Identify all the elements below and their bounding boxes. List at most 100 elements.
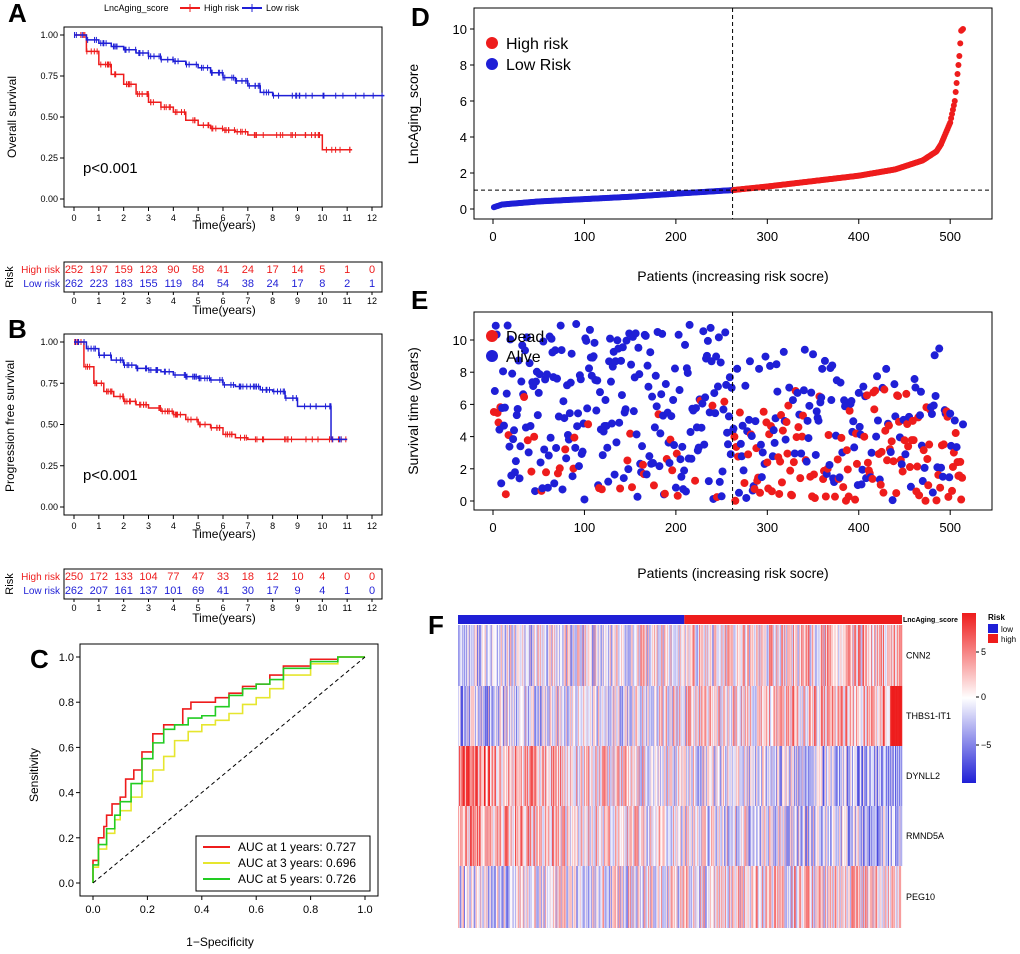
heatmap-cell [795, 625, 797, 686]
heatmap-cell [847, 746, 849, 806]
heatmap-cell [590, 746, 592, 806]
heatmap-cell [868, 686, 870, 746]
heatmap-cell [521, 866, 523, 928]
heatmap-cell [499, 806, 501, 866]
heatmap-cell [761, 866, 763, 928]
dead-point [740, 479, 749, 488]
heatmap-cell [813, 625, 815, 686]
heatmap-cell [773, 806, 775, 866]
heatmap-cell [834, 686, 836, 746]
dead-point [900, 436, 909, 445]
heatmap-cell [695, 746, 697, 806]
heatmap-cell [689, 746, 691, 806]
heatmap-cell [667, 806, 669, 866]
heatmap-cell [838, 806, 840, 866]
heatmap-cell [489, 625, 491, 686]
heatmap-cell [538, 686, 540, 746]
heatmap-cell [740, 686, 742, 746]
heatmap-cell [557, 806, 559, 866]
heatmap-cell [799, 866, 801, 928]
heatmap-cell [859, 866, 861, 928]
heatmap-cell [613, 686, 615, 746]
risk-row-label-high-b: High risk [21, 572, 61, 583]
heatmap-cell [572, 806, 574, 866]
heatmap-cell [869, 625, 871, 686]
heatmap-cell [687, 746, 689, 806]
heatmap-cell [768, 806, 770, 866]
heatmap-cell [747, 866, 749, 928]
alive-point [572, 320, 581, 329]
heatmap-cell [497, 806, 499, 866]
heatmap-cell [675, 625, 677, 686]
heatmap-cell [713, 866, 715, 928]
dead-point [730, 432, 739, 441]
heatmap-cell [697, 866, 699, 928]
heatmap-cell [460, 686, 462, 746]
heatmap-cell [649, 625, 651, 686]
heatmap-cell [472, 806, 474, 866]
heatmap-cell [890, 625, 892, 686]
heatmap-cell [535, 806, 537, 866]
heatmap-cell [686, 625, 688, 686]
heatmap-cell [597, 686, 599, 746]
heatmap-cell [737, 686, 739, 746]
heatmap-cell [716, 806, 718, 866]
heatmap-cell [732, 625, 734, 686]
alive-point [713, 382, 722, 391]
heatmap-cell [666, 806, 668, 866]
heatmap-cell [537, 625, 539, 686]
heatmap-cell [511, 625, 513, 686]
heatmap-cell [490, 686, 492, 746]
heatmap-cell [753, 746, 755, 806]
heatmap-cell [720, 806, 722, 866]
risk-legend: Risk low high [988, 613, 1016, 644]
heatmap-cell [849, 746, 851, 806]
heatmap-cell [832, 806, 834, 866]
heatmap-cell [593, 806, 595, 866]
heatmap-cell [774, 686, 776, 746]
heatmap-cell [872, 806, 874, 866]
x-tick-label-B: 1 [96, 521, 101, 531]
heatmap-cell [853, 806, 855, 866]
heatmap-cell [685, 746, 687, 806]
heatmap-cell [491, 625, 493, 686]
heatmap-cell [551, 625, 553, 686]
dead-point [782, 418, 791, 427]
heatmap-cell [869, 686, 871, 746]
heatmap-cell [830, 625, 832, 686]
alive-point [522, 333, 531, 342]
heatmap-cell [680, 866, 682, 928]
heatmap-cell [746, 806, 748, 866]
heatmap-cell [786, 806, 788, 866]
heatmap-cell [538, 746, 540, 806]
heatmap-cell [809, 625, 811, 686]
heatmap-cell [719, 806, 721, 866]
heatmap-cell [768, 866, 770, 928]
heatmap-cell [859, 746, 861, 806]
risk-table-a: High risk Low risk Risk 252 197 159 123 90 58… [4, 261, 383, 317]
heatmap-cell [880, 746, 882, 806]
heatmap-cell [489, 686, 492, 746]
heatmap-cell [560, 806, 562, 866]
heatmap-cell [777, 746, 779, 806]
heatmap-cell [619, 686, 621, 746]
heatmap-cell [685, 866, 687, 928]
heatmap-cell [889, 746, 891, 806]
heatmap-cell [534, 625, 536, 686]
heatmap-cell [750, 806, 752, 866]
heatmap-cell [610, 806, 613, 866]
heatmap-cell [882, 806, 885, 866]
alive-point [552, 443, 561, 452]
alive-point [785, 383, 794, 392]
heatmap-cell [696, 806, 698, 866]
heatmap-cell [769, 686, 771, 746]
risk-legend-label-low: low [1001, 625, 1013, 634]
heatmap-cell [483, 806, 486, 866]
alive-point [712, 352, 721, 361]
heatmap-cell [691, 746, 693, 806]
heatmap-cell [776, 686, 778, 746]
heatmap-cell [704, 625, 706, 686]
heatmap-cell [636, 686, 638, 746]
heatmap-cell [559, 686, 562, 746]
dead-point [788, 491, 797, 500]
